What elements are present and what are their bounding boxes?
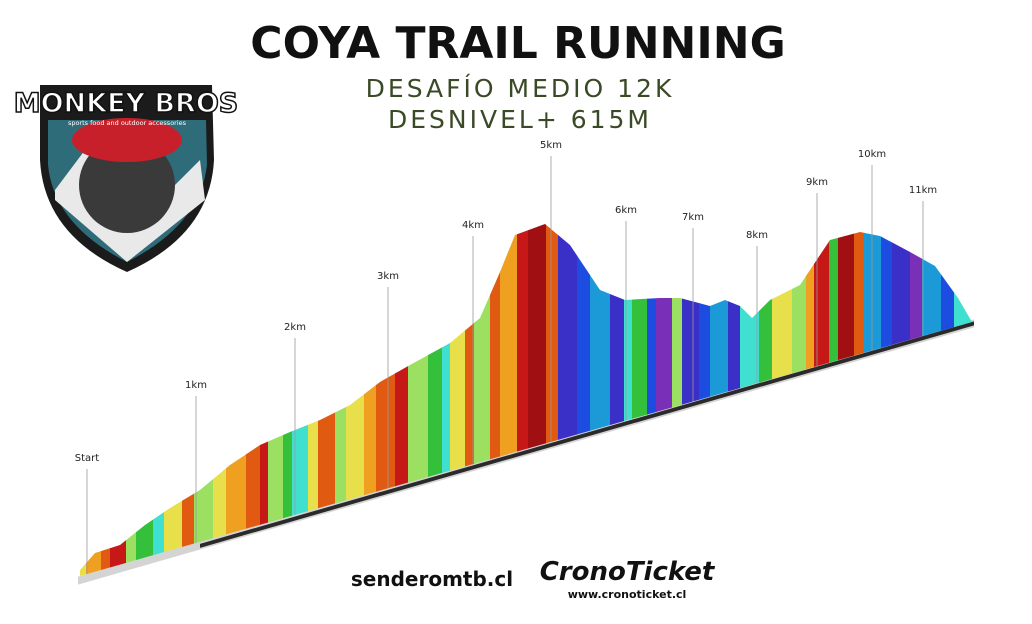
stripe [376,224,396,576]
stripe [759,224,773,576]
stripe [500,224,518,576]
marker-label: 5km [540,140,562,151]
stripe [632,224,648,576]
stripe [164,224,183,576]
stripe [246,224,261,576]
stripe [682,224,700,576]
stripe [308,224,319,576]
stripe [364,224,377,576]
stripe [610,224,625,576]
stripe [153,224,165,576]
marker-label: 7km [682,212,704,223]
stripe [490,224,501,576]
stripe [672,224,683,576]
km-markers: Start 1km 2km 3km 4km 5km 6km 7km 8km 9km 10km 11km [75,140,937,575]
stripe [740,224,760,576]
stripe [941,224,955,576]
footer-brand: CronoTicket [540,557,716,587]
marker-label: 11km [909,185,937,196]
marker-label: 9km [806,177,828,188]
stripe [792,224,807,576]
subtitle: DESNIVEL+ 615M [388,105,652,134]
stripe [910,224,923,576]
stripe [577,224,591,576]
marker-label: 1km [185,380,207,391]
stripe [517,224,529,576]
marker-label: 2km [284,322,306,333]
base-edge [200,321,974,548]
stripe [408,224,429,576]
marker-label: 3km [377,271,399,282]
footer-url: www.cronoticket.cl [568,588,687,601]
stripe [292,224,309,576]
stripe [922,224,942,576]
stripe [656,224,673,576]
stripe [346,224,365,576]
stripe [546,224,559,576]
stripe [806,224,815,576]
stripe [465,224,475,576]
stripe [450,224,466,576]
marker-label: 6km [615,205,637,216]
logo-face [79,137,175,233]
stripe [772,224,793,576]
logo-name: MONKEY BROS [14,88,239,119]
marker-label: Start [75,453,100,464]
stripe [474,224,491,576]
stripe [829,224,839,576]
stripe [80,224,87,576]
stripe [954,224,972,576]
stripe [590,224,611,576]
stripe [892,224,911,576]
stripe [335,224,347,576]
stripe [854,224,865,576]
logo-tagline: sports food and outdoor accessories [68,119,187,127]
stripe [838,224,855,576]
stripe [881,224,893,576]
stripe [728,224,741,576]
logo: MONKEY BROS sports food and outdoor acce… [13,85,239,272]
footer-site: senderomtb.cl [351,567,513,591]
stripe [974,200,989,600]
marker-label: 8km [746,230,768,241]
subtitle: DESAFÍO MEDIO 12K [366,74,675,103]
elevation-profile [78,200,989,600]
stripe [864,224,882,576]
stripe [283,224,293,576]
logo-cap [72,118,182,162]
stripe [428,224,443,576]
stripe [395,224,409,576]
stripe [268,224,284,576]
stripe [182,224,195,576]
stripe [86,224,102,576]
marker-label: 4km [462,220,484,231]
stripe [558,224,578,576]
stripe [528,224,547,576]
stripe [442,224,451,576]
stripe [624,224,633,576]
marker-label: 10km [858,149,886,160]
stripe [647,224,657,576]
stripe [260,224,269,576]
stripe [814,224,830,576]
stripe [318,224,336,576]
title: COYA TRAIL RUNNING [250,18,785,69]
